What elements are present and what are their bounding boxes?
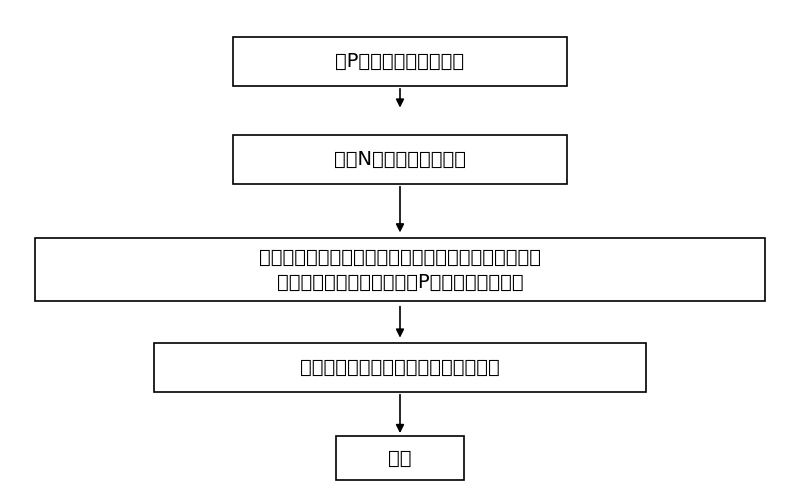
Text: 在P型衬底上制作隔离区: 在P型衬底上制作隔离区 (335, 52, 465, 71)
Text: 在集电区外延生长基区，在基区生长过程中掺入磷生成
缓冲区和覆盖区，掺杂锗和P型杂质生成锗硅区: 在集电区外延生长基区，在基区生长过程中掺入磷生成 缓冲区和覆盖区，掺杂锗和P型杂… (259, 248, 541, 292)
Text: 在基区上生长非掺杂多晶硅形成发射区: 在基区上生长非掺杂多晶硅形成发射区 (300, 358, 500, 377)
FancyBboxPatch shape (154, 343, 646, 392)
FancyBboxPatch shape (233, 135, 567, 184)
FancyBboxPatch shape (337, 436, 463, 480)
FancyBboxPatch shape (34, 238, 766, 301)
Text: 退火: 退火 (388, 448, 412, 467)
FancyBboxPatch shape (233, 37, 567, 86)
Text: 掺杂N型杂质生成集电区: 掺杂N型杂质生成集电区 (334, 150, 466, 169)
